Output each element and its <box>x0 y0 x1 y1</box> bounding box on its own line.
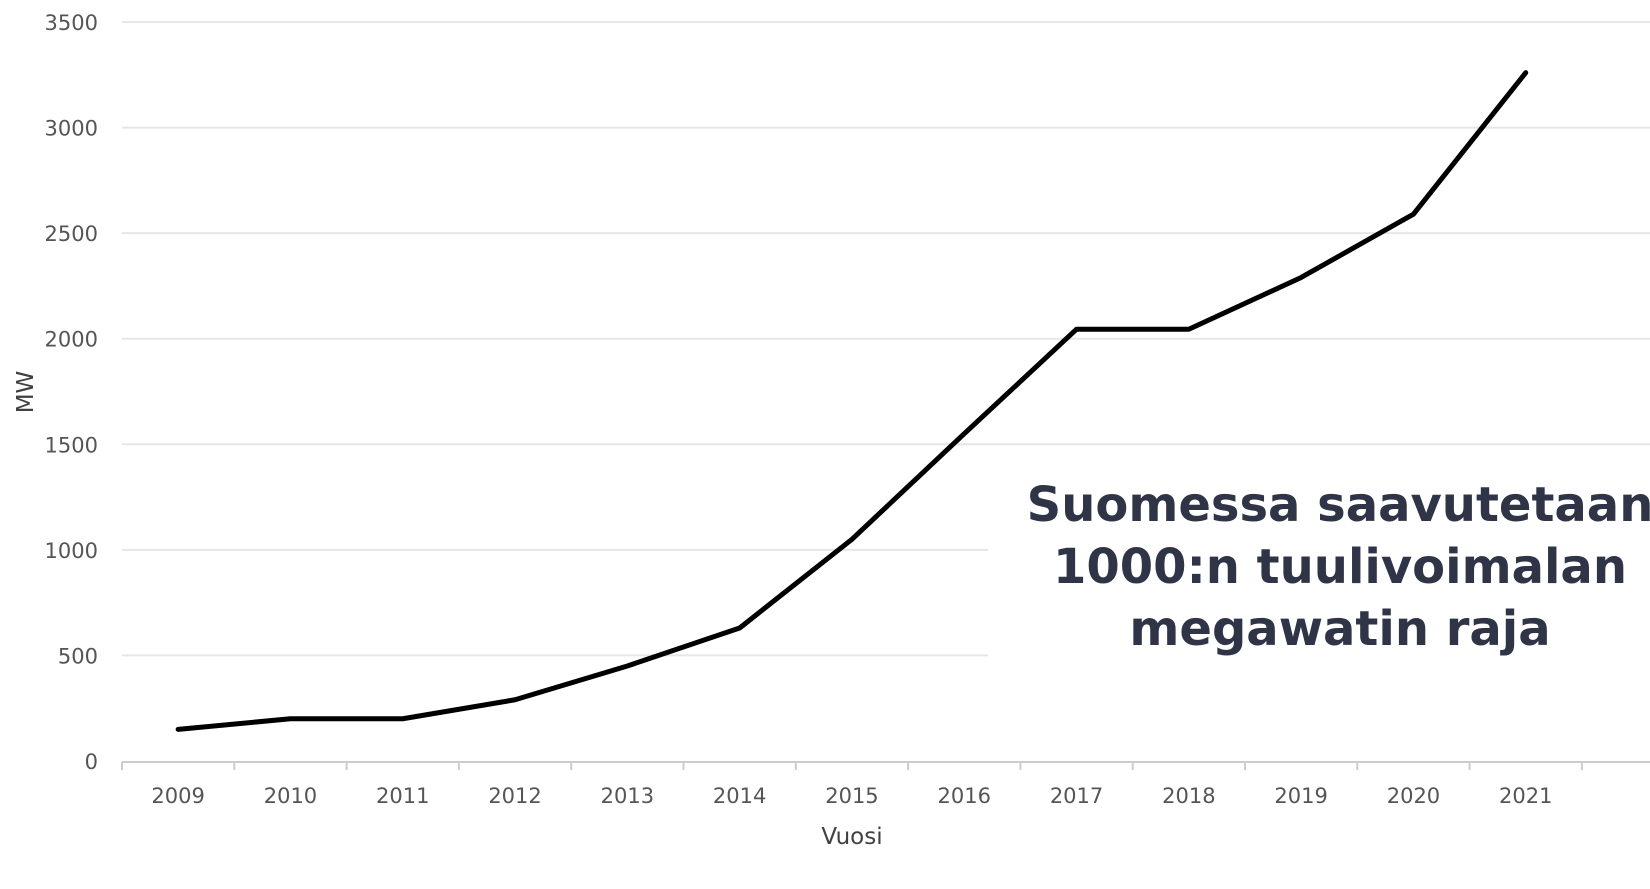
y-tick-label: 3500 <box>45 11 98 35</box>
overlay-headline: Suomessa saavutetaan 1000:n tuulivoimala… <box>990 474 1650 660</box>
x-tick-label: 2016 <box>938 784 991 808</box>
gridlines <box>122 21 1650 657</box>
y-tick-label: 0 <box>85 750 98 774</box>
x-tick-label: 2015 <box>825 784 878 808</box>
series-lines <box>175 70 1529 732</box>
y-tick-label: 2500 <box>45 222 98 246</box>
y-tick-label: 1000 <box>45 539 98 563</box>
x-tick-label: 2010 <box>264 784 317 808</box>
overlay-headline-line-3: megawatin raja <box>1129 601 1551 657</box>
overlay-headline-line-2: 1000:n tuulivoimalan <box>1052 539 1627 595</box>
y-tick-label: 2000 <box>45 328 98 352</box>
x-axis <box>121 761 1650 770</box>
x-tick-label: 2017 <box>1050 784 1103 808</box>
series-line-0 <box>175 70 1529 732</box>
y-tick-label: 1500 <box>45 433 98 457</box>
y-tick-label: 500 <box>58 644 98 668</box>
x-axis-title: Vuosi <box>821 824 882 850</box>
x-axis-tick-labels: 2009 2010 2011 2012 2013 2014 2015 2016 2017 2018… <box>151 784 1552 808</box>
y-tick-label: 3000 <box>45 117 98 141</box>
x-tick-label: 2009 <box>151 784 204 808</box>
x-tick-label: 2012 <box>488 784 541 808</box>
x-tick-label: 2021 <box>1499 784 1552 808</box>
x-tick-label: 2013 <box>601 784 654 808</box>
overlay-headline-line-1: Suomessa saavutetaan <box>1026 477 1650 533</box>
x-tick-label: 2019 <box>1274 784 1327 808</box>
y-axis-tick-labels: 0 500 1000 1500 2000 2500 3000 3500 <box>45 11 98 774</box>
y-axis-title: MW <box>13 371 39 414</box>
x-tick-label: 2020 <box>1387 784 1440 808</box>
x-tick-label: 2014 <box>713 784 766 808</box>
x-tick-label: 2011 <box>376 784 429 808</box>
x-tick-label: 2018 <box>1162 784 1215 808</box>
